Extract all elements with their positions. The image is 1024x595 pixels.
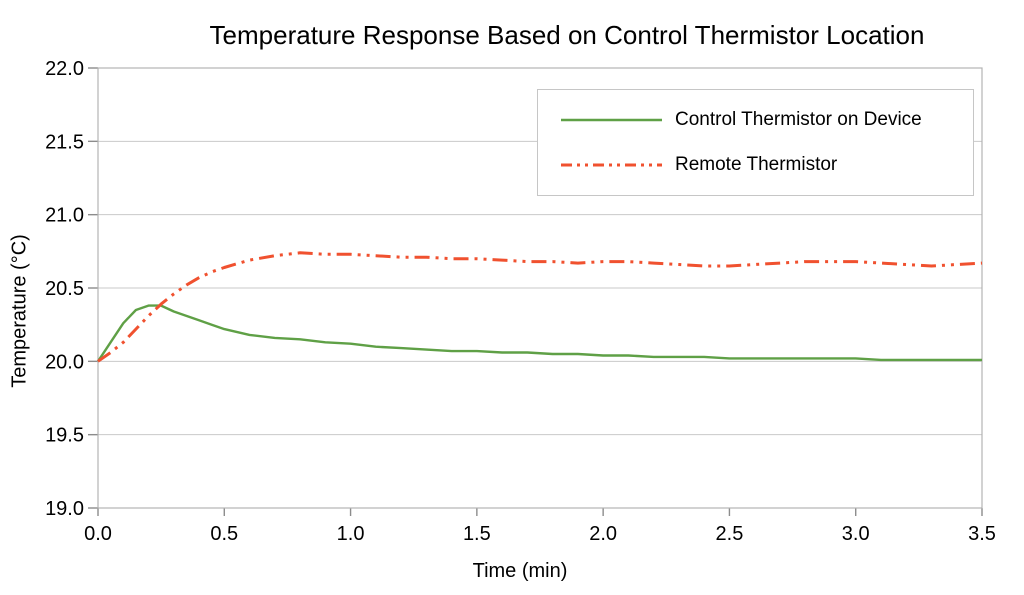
x-axis-title: Time (min) bbox=[472, 560, 568, 582]
svg-text:19.5: 19.5 bbox=[45, 425, 84, 447]
svg-text:21.5: 21.5 bbox=[45, 131, 84, 153]
svg-text:22.0: 22.0 bbox=[45, 58, 84, 80]
solid-line-sample-icon bbox=[561, 118, 662, 121]
svg-text:0.5: 0.5 bbox=[210, 523, 238, 545]
chart-title: Temperature Response Based on Control Th… bbox=[209, 20, 925, 50]
svg-text:19.0: 19.0 bbox=[45, 498, 84, 520]
svg-text:20.5: 20.5 bbox=[45, 278, 84, 300]
svg-text:20.0: 20.0 bbox=[45, 351, 84, 373]
legend-item-control-thermistor: Control Thermistor on Device bbox=[538, 97, 973, 142]
legend-item-remote-thermistor: Remote Thermistor bbox=[538, 142, 973, 187]
svg-text:1.5: 1.5 bbox=[463, 523, 491, 545]
svg-text:1.0: 1.0 bbox=[337, 523, 365, 545]
svg-text:0.0: 0.0 bbox=[84, 523, 112, 545]
y-axis-title: Temperature (°C) bbox=[8, 234, 31, 388]
legend-label-remote-thermistor: Remote Thermistor bbox=[675, 153, 838, 175]
svg-text:3.5: 3.5 bbox=[968, 523, 996, 545]
legend: Control Thermistor on Device Remote Ther… bbox=[537, 89, 974, 196]
dash-dot-line-sample-icon bbox=[561, 163, 662, 166]
legend-label-control-thermistor: Control Thermistor on Device bbox=[675, 108, 922, 130]
svg-text:2.0: 2.0 bbox=[589, 523, 617, 545]
svg-text:21.0: 21.0 bbox=[45, 205, 84, 227]
svg-text:2.5: 2.5 bbox=[716, 523, 744, 545]
svg-text:3.0: 3.0 bbox=[842, 523, 870, 545]
